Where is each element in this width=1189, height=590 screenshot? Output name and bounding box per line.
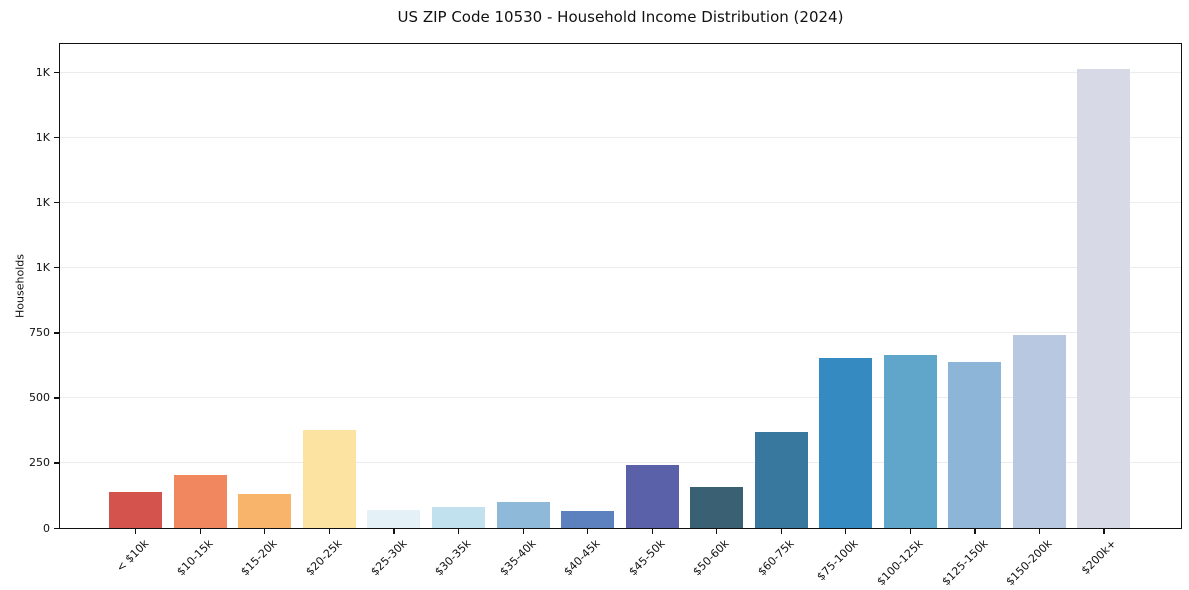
bar-$75-100k	[819, 358, 873, 528]
x-tick	[328, 529, 331, 534]
x-tick-label: $75-100k	[814, 537, 861, 584]
bar-$200k+	[1077, 68, 1131, 528]
bar-$45-50k	[625, 465, 679, 528]
bar-$20-25k	[302, 430, 356, 528]
y-tick-label: 500	[29, 391, 50, 405]
x-tick	[587, 529, 589, 534]
bar-$50-60k	[690, 487, 744, 528]
x-tick	[780, 529, 782, 534]
gridline	[60, 267, 1181, 269]
y-tick	[54, 332, 59, 334]
x-tick-label: $200k+	[1079, 537, 1120, 578]
x-tick-label: $25-30k	[367, 537, 410, 579]
gridline	[60, 332, 1181, 334]
bar-$150-200k	[1012, 335, 1066, 528]
x-tick-label: $100-125k	[874, 537, 926, 589]
bar-$10-15k	[173, 474, 227, 528]
y-tick	[54, 527, 59, 529]
x-tick	[457, 529, 460, 534]
x-tick	[1103, 529, 1105, 534]
gridline	[60, 462, 1181, 464]
x-tick-label: $125-150k	[938, 537, 991, 589]
x-tick-label: $40-45k	[561, 537, 603, 579]
x-tick	[1038, 529, 1041, 534]
y-tick-label: 0	[43, 521, 50, 535]
plot-area	[59, 43, 1182, 529]
bar-$15-20k	[238, 493, 292, 528]
y-tick	[54, 267, 59, 269]
x-tick	[845, 529, 847, 534]
x-tick	[909, 529, 911, 534]
y-tick	[54, 462, 59, 464]
y-tick-label: 1K	[35, 66, 50, 80]
gridline	[60, 202, 1181, 204]
x-tick-label: $20-25k	[303, 537, 345, 579]
bar-$125-150k	[948, 361, 1002, 528]
x-tick	[651, 529, 653, 534]
bar-$100-125k	[883, 355, 937, 528]
x-tick	[716, 529, 718, 534]
x-tick	[264, 529, 266, 534]
gridline	[60, 72, 1181, 74]
y-tick-label: 1K	[35, 261, 50, 275]
bar-$30-35k	[431, 506, 485, 528]
y-tick-label: 1K	[35, 131, 50, 145]
x-tick-label: < $10k	[113, 537, 151, 575]
x-tick-label: $60-75k	[755, 537, 797, 579]
y-tick-label: 750	[29, 326, 50, 340]
bar-$40-45k	[561, 511, 615, 528]
y-tick	[54, 202, 59, 204]
x-tick	[974, 529, 976, 534]
y-tick	[54, 72, 59, 74]
x-tick-label: $45-50k	[626, 537, 668, 579]
x-tick	[522, 529, 524, 534]
x-tick-label: $30-35k	[432, 537, 474, 579]
bar-$25-30k	[367, 509, 421, 528]
gridline	[60, 397, 1181, 399]
y-tick-label: 1K	[35, 196, 50, 210]
bar-$60-75k	[754, 432, 808, 528]
y-tick	[54, 137, 59, 139]
gridline	[60, 137, 1181, 139]
x-tick-label: $150-200k	[1003, 537, 1055, 589]
x-tick-label: $50-60k	[690, 537, 732, 579]
y-tick	[54, 397, 59, 399]
x-tick-label: $15-20k	[238, 537, 281, 579]
x-tick	[199, 529, 201, 534]
chart-title: US ZIP Code 10530 - Household Income Dis…	[397, 8, 844, 26]
y-tick-label: 250	[29, 456, 50, 470]
x-tick	[393, 529, 395, 534]
bar-< $10k	[109, 491, 163, 528]
x-tick-label: $35-40k	[496, 537, 539, 579]
x-tick	[135, 529, 137, 534]
x-tick-label: $10-15k	[174, 537, 216, 579]
bar-$35-40k	[496, 501, 550, 528]
